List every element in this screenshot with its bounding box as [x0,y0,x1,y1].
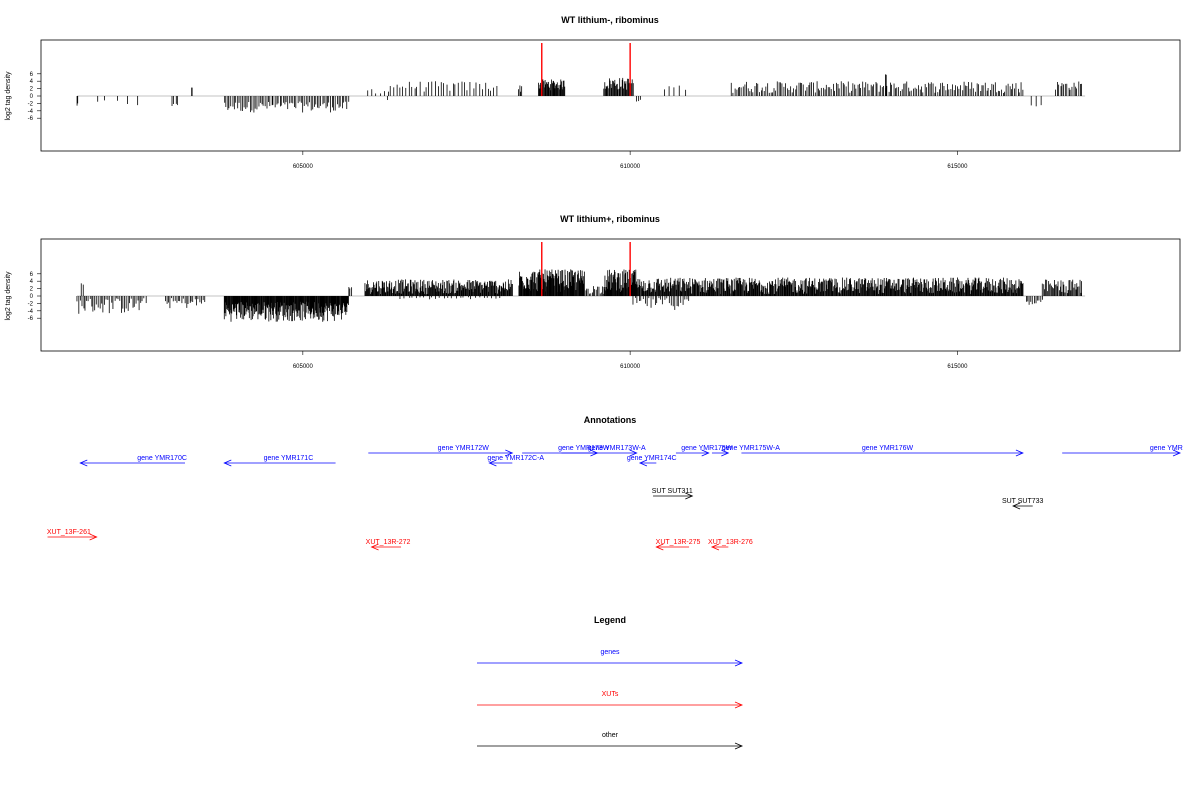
y-tick-label: -4 [28,109,34,115]
marker-lines [541,43,631,96]
density-bars [76,269,1086,322]
arrow-head [734,701,744,709]
annotation-label: gene YMR172W [438,445,490,452]
arrow-head [710,543,720,551]
y-tick-label: 2 [30,287,34,293]
x-tick-label: 615000 [947,364,968,370]
y-tick-label: -6 [28,116,34,122]
annotation-label: gene YMR173W-A [588,445,646,452]
gene-annotation: gene YMR172W [368,445,514,457]
y-tick-label: -4 [28,309,34,315]
annotation-label: XUT_13F-261 [47,529,91,536]
plot-lithium-plus: WT lithium+, ribominus log2 tag density … [5,214,1181,370]
x-tick-label: 615000 [947,164,968,170]
legend-label: genes [600,649,620,656]
plot-frame [40,238,1181,352]
annotation-label: gene YMR [1150,445,1183,452]
annotation-label: gene YMR172C-A [487,455,544,462]
annotation-label: XUT_13R-276 [708,539,753,546]
y-tick-label: 6 [30,272,34,278]
y-axis: -6-4 -202 46 [28,72,41,122]
y-tick-label: 6 [30,72,34,78]
annotation-label: XUT_13R-275 [656,539,701,546]
gene-annotation: gene YMR173W-A [561,445,646,457]
legend-item: other [477,732,744,750]
gene-annotation: gene YMR [1062,445,1183,457]
legend: Legend genes XUTs other [477,615,744,750]
y-tick-label: 4 [30,79,34,85]
arrow-head [488,459,497,467]
plot-frame [40,39,1181,152]
y-tick-label: 0 [30,294,34,300]
arrow-head [655,543,664,551]
plot-lithium-minus: WT lithium-, ribominus log2 tag density … [5,15,1181,170]
plot-title: WT lithium+, ribominus [560,214,660,224]
marker-lines [541,242,631,296]
arrow-head [370,543,379,551]
xut-annotation: XUT_13F-261 [47,529,98,541]
y-axis-label: log2 tag density [5,71,12,121]
annotations-title: Annotations [584,415,637,425]
arrow-head [1012,502,1021,510]
annotation-label: gene YMR174C [627,455,677,462]
arrow-head [89,533,98,541]
density-bars [76,74,1086,113]
legend-item: genes [477,649,744,667]
xut-annotation: XUT_13R-272 [366,539,411,551]
x-tick-label: 605000 [293,164,314,170]
arrow-head [721,449,730,457]
annotation-label: SUT SUT311 [652,488,693,495]
y-tick-label: 0 [30,94,34,100]
annotation-label: SUT SUT733 [1002,498,1044,505]
arrow-head [223,459,232,467]
gene-annotation: gene YMR175W-A [711,445,780,457]
arrow-head [638,459,648,467]
arrow-head [79,459,88,467]
gene-annotation: gene YMR170C [79,455,187,467]
arrow-head [734,659,744,667]
y-tick-label: 4 [30,279,34,285]
y-tick-label: -2 [28,101,34,107]
x-axis: 605000 610000 615000 [293,151,968,170]
annotations-track: Annotations gene YMR170C gene YMR171C gene… [47,415,1183,551]
y-tick-label: 2 [30,87,34,93]
plot-title: WT lithium-, ribominus [561,15,659,25]
arrow-head [685,492,694,500]
y-axis-label: log2 tag density [5,271,12,321]
x-tick-label: 610000 [620,364,641,370]
legend-label: XUTs [602,691,619,698]
legend-label: other [602,732,619,739]
y-tick-label: -2 [28,301,34,307]
annotation-label: gene YMR173W [558,445,610,452]
x-tick-label: 610000 [620,164,641,170]
annotation-label: gene YMR175W [681,445,733,452]
gene-annotation: gene YMR176W [741,445,1024,457]
arrow-head [505,449,514,457]
arrow-head [701,449,710,457]
y-axis: -6-4 -202 46 [28,272,41,322]
annotation-label: gene YMR171C [264,455,314,462]
gene-annotation: gene YMR175W [675,445,733,457]
arrow-head [734,742,744,750]
gene-annotation: gene YMR172C-A [487,455,544,467]
gene-annotation: gene YMR171C [223,455,336,467]
gene-annotation: gene YMR174C [627,455,677,467]
other-annotation: SUT SUT733 [1002,498,1044,510]
arrow-head [1015,449,1024,457]
annotation-label: gene YMR170C [137,455,187,462]
legend-title: Legend [594,615,626,625]
y-tick-label: -6 [28,316,34,322]
arrow-head [1172,449,1182,457]
other-annotation: SUT SUT311 [652,488,694,500]
legend-item: XUTs [477,691,744,709]
arrow-head [629,449,638,457]
xut-annotation: XUT_13R-276 [708,539,753,551]
annotation-label: XUT_13R-272 [366,539,411,546]
annotation-label: gene YMR176W [862,445,914,452]
xut-annotation: XUT_13R-275 [655,539,701,551]
x-axis: 605000 610000 615000 [293,351,968,370]
annotation-label: gene YMR175W-A [722,445,780,452]
x-tick-label: 605000 [293,364,314,370]
